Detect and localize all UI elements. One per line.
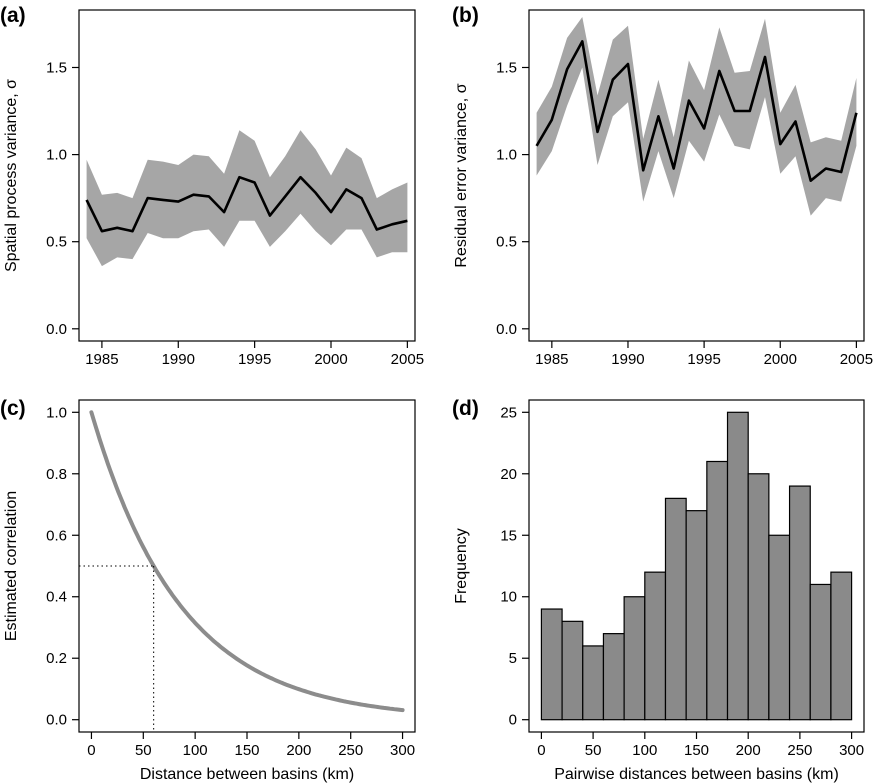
y-tick-label: 0.0 bbox=[496, 321, 517, 338]
y-tick-label: 1.0 bbox=[496, 147, 517, 164]
y-axis-title: Residual error variance, σ bbox=[453, 83, 470, 267]
histogram-bar bbox=[602, 633, 625, 721]
series-line bbox=[535, 40, 858, 182]
y-tick-label: 20 bbox=[500, 466, 517, 483]
x-tick-label: 150 bbox=[234, 742, 259, 759]
x-tick-label: 2000 bbox=[314, 351, 347, 368]
y-tick-label: 0.5 bbox=[496, 234, 517, 251]
x-tick-label: 1995 bbox=[687, 351, 720, 368]
x-axis-title: Distance between basins (km) bbox=[140, 766, 354, 783]
x-tick-label: 50 bbox=[585, 742, 602, 759]
y-axis-title: Estimated correlation bbox=[3, 491, 20, 641]
histogram-bar bbox=[623, 596, 646, 721]
x-tick-label: 1985 bbox=[535, 351, 568, 368]
y-tick-label: 0.5 bbox=[46, 234, 67, 251]
y-tick-label: 0 bbox=[509, 712, 517, 729]
x-tick-label: 1995 bbox=[238, 351, 271, 368]
histogram-bar bbox=[561, 620, 584, 721]
y-tick-label: 5 bbox=[509, 650, 517, 667]
histogram-bar bbox=[685, 510, 708, 721]
y-tick-label: 1.0 bbox=[46, 404, 67, 421]
y-axis-title: Frequency bbox=[453, 528, 470, 604]
panel-c: (c) 0 50 100 150 200 250 300 0.0 0.2 0.4 0.6 0.8 1.0 D… bbox=[0, 397, 416, 783]
x-tick-label: 200 bbox=[736, 742, 761, 759]
histogram-bar bbox=[664, 497, 687, 721]
x-tick-label: 2005 bbox=[840, 351, 873, 368]
x-tick-label: 300 bbox=[390, 742, 415, 759]
panel-label: (d) bbox=[452, 397, 479, 420]
series-line bbox=[85, 175, 408, 233]
x-tick-label: 100 bbox=[632, 742, 657, 759]
histogram-bar bbox=[726, 411, 749, 721]
y-axis-title: Spatial process variance, σ bbox=[3, 79, 20, 272]
confidence-band bbox=[86, 130, 408, 267]
panel-label: (b) bbox=[452, 4, 479, 27]
y-tick-label: 1.5 bbox=[46, 59, 67, 76]
plot-frame bbox=[528, 9, 865, 342]
x-tick-label: 50 bbox=[135, 742, 152, 759]
panel-label: (a) bbox=[0, 4, 26, 27]
histogram-bar bbox=[582, 645, 605, 721]
histogram-bar bbox=[644, 571, 667, 721]
panel-b: (b) 1985 1990 1995 2000 2005 0.0 0.5 1.0 1.5 Resid… bbox=[452, 4, 873, 368]
x-tick-label: 1990 bbox=[611, 351, 644, 368]
panel-a: (a) 1985 1990 1995 2000 2005 0.0 0.5 1.0 1.5 Spati… bbox=[0, 4, 424, 368]
panel-label: (c) bbox=[0, 397, 26, 420]
histogram-bar bbox=[747, 473, 770, 721]
x-axis-title: Pairwise distances between basins (km) bbox=[554, 766, 839, 783]
histogram-bar bbox=[809, 583, 832, 721]
histogram-bar bbox=[788, 485, 811, 721]
x-tick-label: 250 bbox=[338, 742, 363, 759]
x-tick-label: 100 bbox=[183, 742, 208, 759]
y-tick-label: 0.2 bbox=[46, 650, 67, 667]
y-tick-label: 0.0 bbox=[46, 321, 67, 338]
x-tick-label: 250 bbox=[787, 742, 812, 759]
panel-d: (d) 0 50 100 150 200 250 300 0 5 10 15 20 25 Pairwise … bbox=[452, 397, 865, 783]
y-tick-label: 0.4 bbox=[46, 589, 67, 606]
x-tick-label: 200 bbox=[286, 742, 311, 759]
histogram-bar bbox=[830, 571, 853, 721]
correlation-curve bbox=[89, 410, 405, 713]
y-tick-label: 1.5 bbox=[496, 59, 517, 76]
x-tick-label: 150 bbox=[684, 742, 709, 759]
y-tick-label: 10 bbox=[500, 589, 517, 606]
x-tick-label: 300 bbox=[839, 742, 864, 759]
x-tick-label: 0 bbox=[537, 742, 545, 759]
y-tick-label: 0.6 bbox=[46, 527, 67, 544]
x-tick-label: 2005 bbox=[391, 351, 424, 368]
histogram-bar bbox=[540, 608, 563, 721]
y-tick-label: 0.8 bbox=[46, 466, 67, 483]
y-tick-label: 1.0 bbox=[46, 147, 67, 164]
x-tick-label: 0 bbox=[87, 742, 95, 759]
y-tick-label: 15 bbox=[500, 527, 517, 544]
x-tick-label: 1990 bbox=[162, 351, 195, 368]
x-tick-label: 1985 bbox=[85, 351, 118, 368]
histogram-bar bbox=[706, 460, 729, 721]
histogram-bar bbox=[768, 534, 791, 721]
y-tick-label: 0.0 bbox=[46, 712, 67, 729]
y-tick-label: 25 bbox=[500, 404, 517, 421]
plot-frame bbox=[78, 9, 416, 342]
x-tick-label: 2000 bbox=[764, 351, 797, 368]
